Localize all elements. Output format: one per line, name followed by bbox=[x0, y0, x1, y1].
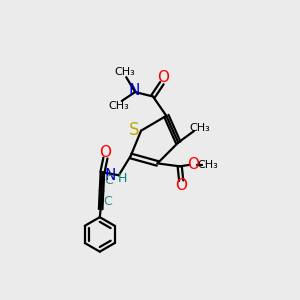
Text: S: S bbox=[129, 121, 140, 139]
Text: O: O bbox=[187, 158, 199, 172]
Text: CH₃: CH₃ bbox=[108, 101, 129, 111]
Text: H: H bbox=[118, 172, 127, 185]
Text: CH₃: CH₃ bbox=[198, 160, 218, 170]
Text: N: N bbox=[104, 168, 116, 183]
Text: C: C bbox=[104, 173, 113, 187]
Text: O: O bbox=[99, 145, 111, 160]
Text: O: O bbox=[158, 70, 169, 85]
Text: N: N bbox=[129, 83, 140, 98]
Text: CH₃: CH₃ bbox=[115, 67, 135, 77]
Text: CH₃: CH₃ bbox=[189, 123, 210, 133]
Text: O: O bbox=[175, 178, 187, 194]
Text: C: C bbox=[103, 195, 112, 208]
